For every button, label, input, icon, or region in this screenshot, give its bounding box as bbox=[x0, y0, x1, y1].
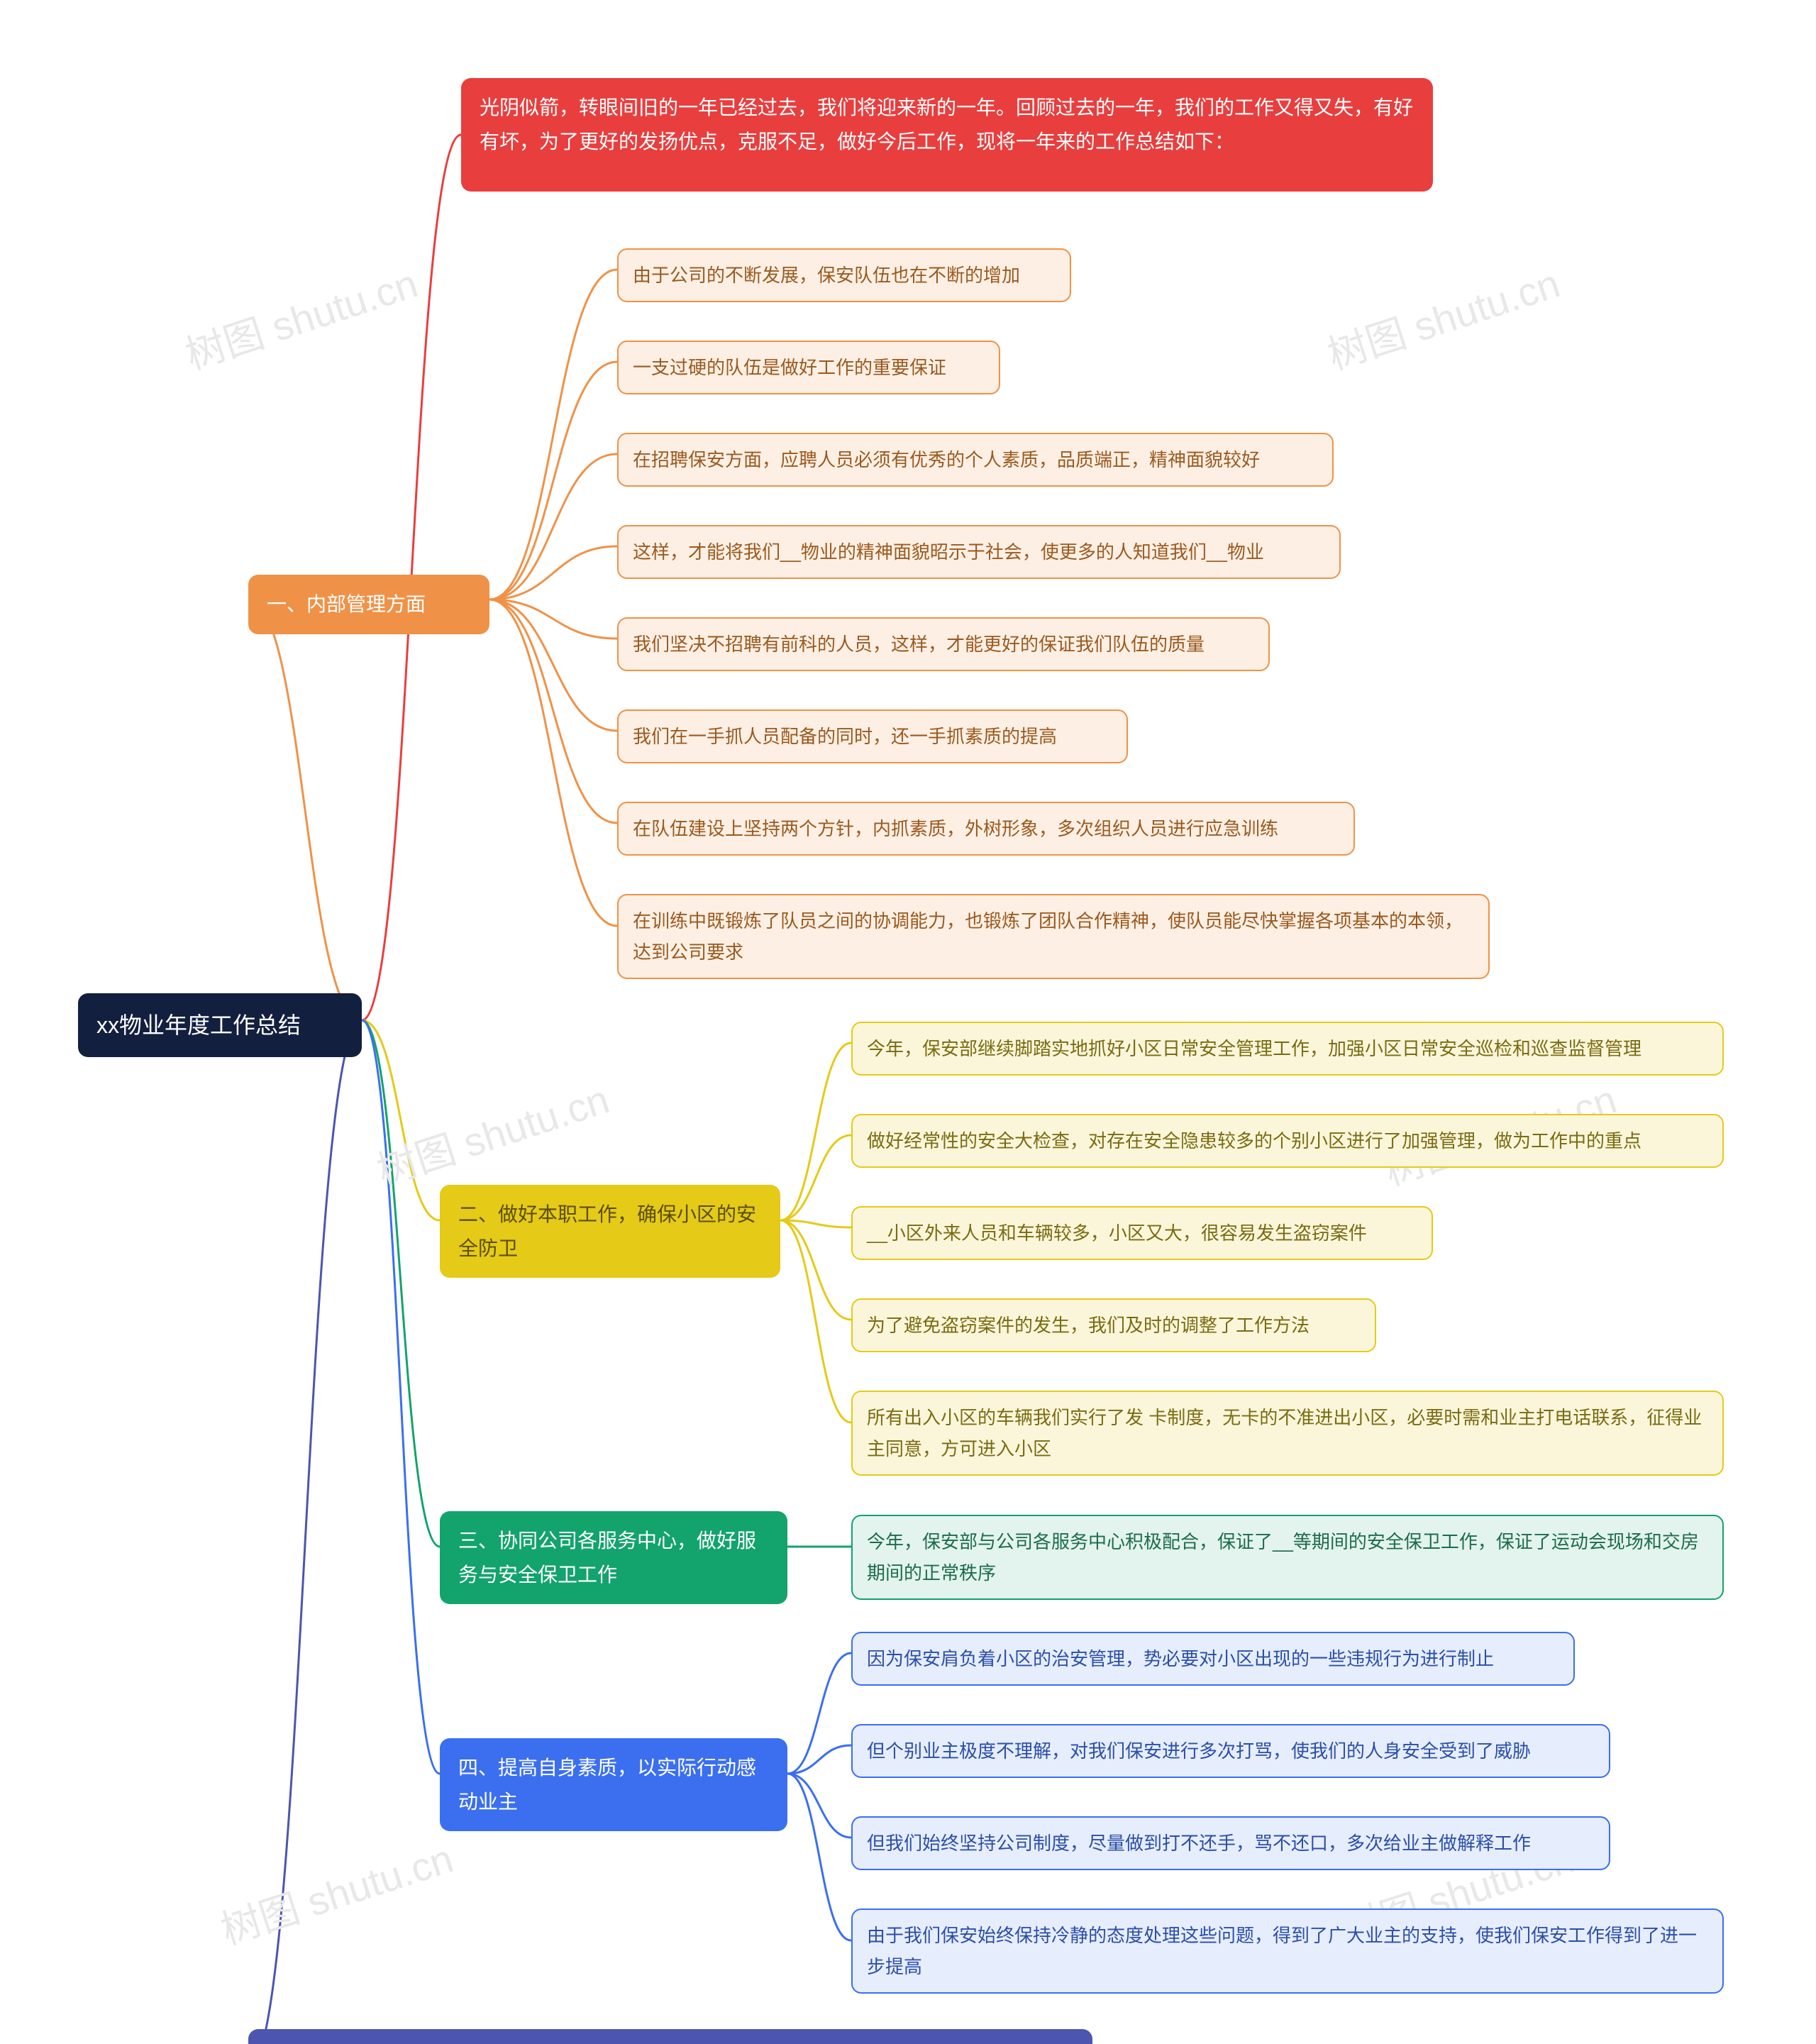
connector-edge bbox=[489, 270, 617, 600]
leaf-node[interactable]: 今年，保安部与公司各服务中心积极配合，保证了__等期间的安全保卫工作，保证了运动… bbox=[851, 1515, 1724, 1600]
connector-edge bbox=[489, 600, 617, 731]
connector-edge bbox=[489, 600, 617, 823]
connector-edge bbox=[248, 600, 362, 1020]
leaf-node[interactable]: 但个别业主极度不理解，对我们保安进行多次打骂，使我们的人身安全受到了威胁 bbox=[851, 1724, 1610, 1778]
leaf-node[interactable]: 因为保安肩负着小区的治安管理，势必要对小区出现的一些违规行为进行制止 bbox=[851, 1632, 1575, 1686]
connector-edge bbox=[248, 1020, 362, 2044]
connector-edge bbox=[489, 546, 617, 600]
connector-edge bbox=[780, 1220, 851, 1422]
watermark: 树图 shutu.cn bbox=[213, 1827, 460, 1956]
connector-edge bbox=[362, 1020, 440, 1547]
connector-edge bbox=[780, 1220, 851, 1320]
mindmap-canvas: 树图 shutu.cn 树图 shutu.cn 树图 shutu.cn 树图 shut… bbox=[0, 0, 1816, 2044]
connector-edge bbox=[787, 1653, 851, 1774]
leaf-node[interactable]: 由于公司的不断发展，保安队伍也在不断的增加 bbox=[617, 248, 1071, 302]
connector-edge bbox=[787, 1774, 851, 1838]
connector-edge bbox=[489, 454, 617, 600]
branch-node[interactable]: 当然我们还存在很多不足，但我相信，在领导的关怀与指导下，在同事的帮助与支持下，在… bbox=[248, 2029, 1092, 2044]
leaf-node[interactable]: 这样，才能将我们__物业的精神面貌昭示于社会，使更多的人知道我们__物业 bbox=[617, 525, 1341, 579]
watermark: 树图 shutu.cn bbox=[369, 1068, 616, 1197]
leaf-node[interactable]: 由于我们保安始终保持冷静的态度处理这些问题，得到了广大业主的支持，使我们保安工作… bbox=[851, 1908, 1724, 1994]
connector-edge bbox=[362, 1020, 440, 1774]
connector-edge bbox=[787, 1745, 851, 1774]
branch-node[interactable]: 光阴似箭，转眼间旧的一年已经过去，我们将迎来新的一年。回顾过去的一年，我们的工作… bbox=[461, 78, 1433, 192]
connector-edge bbox=[780, 1135, 851, 1220]
connector-edge bbox=[489, 600, 617, 926]
branch-node[interactable]: 一、内部管理方面 bbox=[248, 575, 489, 634]
connector-edge bbox=[780, 1220, 851, 1227]
branch-node[interactable]: 三、协同公司各服务中心，做好服务与安全保卫工作 bbox=[440, 1511, 787, 1604]
leaf-node[interactable]: 所有出入小区的车辆我们实行了发 卡制度，无卡的不准进出小区，必要时需和业主打电话… bbox=[851, 1391, 1724, 1476]
connector-edge bbox=[489, 600, 617, 639]
connector-edge bbox=[787, 1774, 851, 1940]
leaf-node[interactable]: 在招聘保安方面，应聘人员必须有优秀的个人素质，品质端正，精神面貌较好 bbox=[617, 433, 1334, 487]
leaf-node[interactable]: 一支过硬的队伍是做好工作的重要保证 bbox=[617, 341, 1000, 394]
leaf-node[interactable]: 我们坚决不招聘有前科的人员，这样，才能更好的保证我们队伍的质量 bbox=[617, 617, 1270, 671]
connector-edge bbox=[780, 1043, 851, 1220]
watermark: 树图 shutu.cn bbox=[177, 252, 424, 381]
connector-edge bbox=[362, 1020, 440, 1220]
leaf-node[interactable]: 我们在一手抓人员配备的同时，还一手抓素质的提高 bbox=[617, 709, 1128, 763]
leaf-node[interactable]: 但我们始终坚持公司制度，尽量做到打不还手，骂不还口，多次给业主做解释工作 bbox=[851, 1816, 1610, 1870]
watermark: 树图 shutu.cn bbox=[1319, 252, 1566, 381]
branch-node[interactable]: 四、提高自身素质，以实际行动感动业主 bbox=[440, 1738, 787, 1831]
leaf-node[interactable]: 在训练中既锻炼了队员之间的协调能力，也锻炼了团队合作精神，使队员能尽快掌握各项基… bbox=[617, 894, 1490, 979]
root-node[interactable]: xx物业年度工作总结 bbox=[78, 993, 362, 1057]
leaf-node[interactable]: 为了避免盗窃案件的发生，我们及时的调整了工作方法 bbox=[851, 1298, 1376, 1352]
leaf-node[interactable]: 在队伍建设上坚持两个方针，内抓素质，外树形象，多次组织人员进行应急训练 bbox=[617, 802, 1355, 856]
leaf-node[interactable]: __小区外来人员和车辆较多，小区又大，很容易发生盗窃案件 bbox=[851, 1206, 1433, 1260]
leaf-node[interactable]: 今年，保安部继续脚踏实地抓好小区日常安全管理工作，加强小区日常安全巡检和巡查监督… bbox=[851, 1022, 1724, 1076]
branch-node[interactable]: 二、做好本职工作，确保小区的安全防卫 bbox=[440, 1185, 780, 1278]
leaf-node[interactable]: 做好经常性的安全大检查，对存在安全隐患较多的个别小区进行了加强管理，做为工作中的… bbox=[851, 1114, 1724, 1168]
connector-edge bbox=[489, 362, 617, 600]
